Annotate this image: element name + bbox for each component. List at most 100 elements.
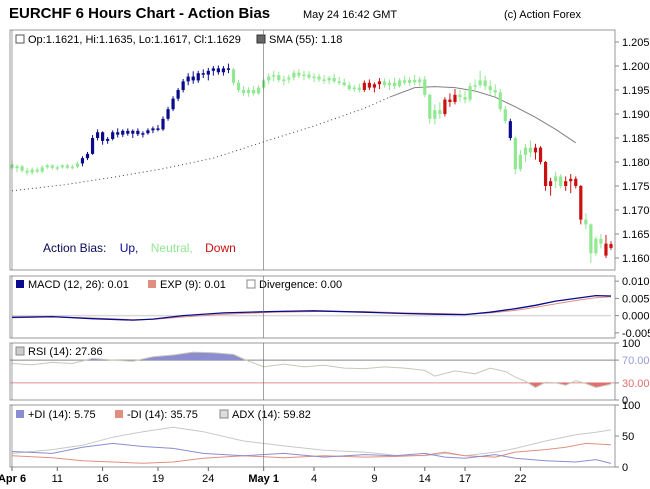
price-bar — [302, 74, 306, 77]
price-bar — [55, 167, 59, 169]
price-bar — [423, 79, 427, 95]
y-tick-label: 1.175 — [622, 181, 650, 193]
price-bar — [362, 82, 366, 90]
price-bar — [528, 147, 533, 153]
price-bar — [106, 138, 110, 141]
price-bar — [428, 94, 432, 119]
y-tick-label: 1.190 — [622, 109, 650, 121]
y-tick-label: 0.010 — [622, 276, 650, 288]
price-bar — [327, 78, 331, 81]
price-bar — [584, 219, 588, 225]
price-bar — [463, 97, 467, 100]
price-bar — [277, 75, 281, 80]
price-bar — [231, 69, 236, 83]
price-bar — [513, 138, 517, 170]
price-bar — [196, 73, 200, 81]
exp-label: EXP (9): 0.01 — [160, 279, 226, 291]
price-bar — [377, 81, 382, 85]
price-bar — [292, 72, 296, 78]
x-tick-label: 19 — [152, 473, 164, 485]
price-bar — [498, 92, 502, 110]
price-bar — [272, 75, 276, 77]
price-bar — [75, 163, 80, 167]
price-bar — [403, 80, 407, 83]
sma-label: SMA (55): 1.18 — [269, 34, 342, 46]
price-bar — [438, 110, 442, 114]
bias-legend: Action Bias: Up, Neutral, Down — [43, 241, 236, 255]
credit: (c) Action Forex — [504, 9, 582, 21]
price-bar — [468, 86, 472, 100]
price-bar — [408, 79, 412, 83]
price-bar — [246, 90, 251, 93]
price-bar — [287, 77, 291, 80]
minus-di-label: -DI (14): 35.75 — [127, 409, 198, 421]
price-bar — [392, 82, 397, 87]
price-bar — [609, 244, 613, 248]
price-bar — [599, 238, 603, 244]
bias-legend-up: Up, — [120, 241, 139, 255]
minus-di-swatch-icon — [115, 410, 123, 418]
price-bar — [372, 84, 377, 88]
price-bars — [10, 63, 613, 263]
chart-header: EURCHF 6 Hours Chart - Action Bias May 2… — [0, 0, 650, 28]
price-bar — [458, 94, 462, 98]
price-bar — [604, 243, 608, 256]
y-tick-label: 1.160 — [622, 253, 650, 265]
bias-legend-neutral: Neutral, — [151, 241, 193, 255]
ohlc-swatch-icon — [15, 34, 25, 44]
ohlc-label: Op:1.1621, Hi:1.1635, Lo:1.1617, Cl:1.16… — [28, 34, 241, 46]
price-bar — [201, 73, 205, 75]
macd-swatch-icon — [16, 280, 24, 288]
macd-label: MACD (12, 26): 0.01 — [28, 279, 129, 291]
price-bar — [282, 79, 286, 81]
price-bar — [80, 158, 85, 164]
y-tick-label: 1.180 — [622, 157, 650, 169]
price-bar — [15, 166, 19, 169]
price-bar — [166, 109, 170, 119]
price-bar — [181, 81, 185, 90]
price-bar — [171, 98, 175, 110]
y-tick-label: -0.005 — [622, 328, 650, 340]
price-bar — [161, 118, 165, 130]
plus-di-label: +DI (14): 5.75 — [28, 409, 96, 421]
y-tick-label: 1.200 — [622, 61, 650, 73]
price-bar — [503, 109, 507, 122]
price-bar — [226, 68, 231, 70]
price-bar — [413, 79, 417, 83]
price-bar — [151, 128, 155, 131]
adx-swatch-icon — [219, 409, 229, 419]
price-bar — [538, 147, 543, 162]
y-tick-label: 1.195 — [622, 85, 650, 97]
price-bar — [352, 87, 356, 90]
y-tick-label: 30.00 — [622, 378, 650, 390]
price-bar — [332, 78, 336, 82]
rsi-overbought-fill — [12, 352, 611, 361]
price-bar — [40, 167, 44, 172]
price-bar — [101, 132, 105, 141]
plus-di-line — [11, 442, 612, 464]
timestamp: May 24 16:42 GMT — [303, 9, 398, 21]
divergence-swatch-icon — [246, 279, 256, 289]
rsi-line — [11, 351, 612, 389]
price-bar — [211, 68, 215, 71]
minus-di-line — [11, 442, 612, 464]
price-bar — [574, 178, 578, 186]
rsi-label: RSI (14): 27.86 — [28, 346, 103, 358]
macd-panel: 0.010 0.005 0.000 -0.005 MACD (12, 26): 0.0… — [9, 275, 650, 340]
y-tick-label: 0 — [622, 462, 628, 474]
price-bar — [146, 130, 150, 134]
price-bar — [50, 165, 54, 168]
y-tick-label: 100 — [622, 400, 640, 412]
price-bar — [589, 224, 593, 254]
price-bar — [387, 82, 392, 86]
price-bar — [488, 86, 492, 90]
price-bar — [533, 147, 538, 153]
price-bar — [60, 165, 64, 168]
x-tick-label: Apr 6 — [0, 473, 26, 485]
y-tick-label: 0.000 — [622, 311, 650, 323]
price-bar — [443, 99, 447, 114]
x-tick-label: 16 — [96, 473, 108, 485]
price-bar — [564, 181, 568, 186]
adx-line — [11, 426, 612, 457]
price-bar — [297, 72, 301, 76]
